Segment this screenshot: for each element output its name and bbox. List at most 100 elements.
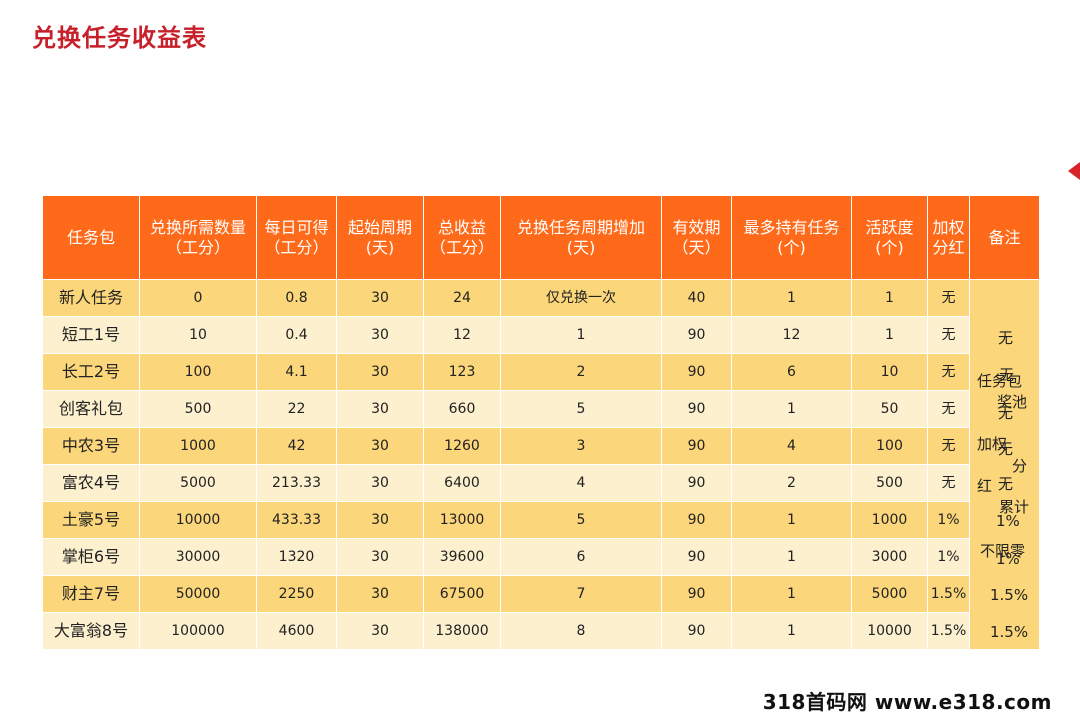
cell-activity: 1 xyxy=(851,279,928,317)
remark-text: 无 xyxy=(998,329,1014,347)
remark-text: 加权 xyxy=(977,435,1008,453)
col-header-max-hold: 最多持有任务(个) xyxy=(731,195,852,280)
cell-activity: 10000 xyxy=(851,612,928,650)
cell-bonus: 无 xyxy=(927,427,970,465)
cell-bonus: 1% xyxy=(927,538,970,576)
col-header-bonus: 加权分红 xyxy=(927,195,970,280)
cell-cycle: 30 xyxy=(336,612,424,650)
remark-text: 1% xyxy=(996,512,1020,530)
col-header-total: 总收益（工分） xyxy=(423,195,501,280)
cell-bonus: 1.5% xyxy=(927,575,970,613)
cell-total: 138000 xyxy=(423,612,501,650)
cell-total: 660 xyxy=(423,390,501,428)
cell-increase: 6 xyxy=(500,538,662,576)
cell-activity: 500 xyxy=(851,464,928,502)
col-header-increase: 兑换任务周期增加(天) xyxy=(500,195,662,280)
cell-increase: 8 xyxy=(500,612,662,650)
table-header-row: 任务包 兑换所需数量（工分） 每日可得（工分） 起始周期(天) 总收益（工分） … xyxy=(42,195,1040,280)
cell-cost: 50000 xyxy=(139,575,257,613)
cell-cycle: 30 xyxy=(336,501,424,539)
table-row: 土豪5号 10000 433.33 30 13000 5 90 1 1000 1… xyxy=(42,501,1040,539)
table-row: 新人任务 0 0.8 30 24 仅兑换一次 40 1 1 无 无 无 任务包 … xyxy=(42,279,1040,650)
cell-cycle: 30 xyxy=(336,427,424,465)
table-row: 中农3号 1000 42 30 1260 3 90 4 100 无 xyxy=(42,427,1040,465)
remark-text: 1.5% xyxy=(990,623,1029,641)
cell-total: 12 xyxy=(423,316,501,354)
cell-daily: 0.4 xyxy=(256,316,337,354)
cell-name: 短工1号 xyxy=(42,316,140,354)
cell-total: 39600 xyxy=(423,538,501,576)
remark-text: 分 xyxy=(1012,457,1028,475)
cell-max-hold: 2 xyxy=(731,464,852,502)
col-header-activity: 活跃度(个) xyxy=(851,195,928,280)
cell-name: 中农3号 xyxy=(42,427,140,465)
cell-name: 大富翁8号 xyxy=(42,612,140,650)
cell-cost: 500 xyxy=(139,390,257,428)
cell-total: 1260 xyxy=(423,427,501,465)
table-row: 财主7号 50000 2250 30 67500 7 90 1 5000 1.5… xyxy=(42,575,1040,613)
remark-text: 不限零 xyxy=(980,542,1026,560)
remark-text: 无 xyxy=(999,366,1015,384)
col-header-cycle: 起始周期(天) xyxy=(336,195,424,280)
cell-cost: 100000 xyxy=(139,612,257,650)
cell-valid: 90 xyxy=(661,464,732,502)
remark-text: 累计 xyxy=(999,498,1030,516)
corner-triangle-icon xyxy=(1068,162,1080,180)
cell-cost: 5000 xyxy=(139,464,257,502)
cell-daily: 4600 xyxy=(256,612,337,650)
cell-valid: 90 xyxy=(661,501,732,539)
col-header-valid: 有效期（天） xyxy=(661,195,732,280)
page-title: 兑换任务收益表 xyxy=(32,24,207,52)
cell-activity: 1000 xyxy=(851,501,928,539)
cell-valid: 40 xyxy=(661,279,732,317)
cell-total: 13000 xyxy=(423,501,501,539)
cell-bonus: 无 xyxy=(927,353,970,391)
remark-text: 1% xyxy=(996,550,1020,568)
cell-increase: 5 xyxy=(500,501,662,539)
cell-cycle: 30 xyxy=(336,316,424,354)
cell-cycle: 30 xyxy=(336,279,424,317)
table-row: 短工1号 10 0.4 30 12 1 90 12 1 无 xyxy=(42,316,1040,354)
cell-increase: 7 xyxy=(500,575,662,613)
remark-text: 奖池 xyxy=(997,393,1028,411)
cell-increase: 1 xyxy=(500,316,662,354)
cell-bonus: 无 xyxy=(927,316,970,354)
cell-increase: 仅兑换一次 xyxy=(500,279,662,317)
remark-text: 1.5% xyxy=(990,586,1029,604)
cell-max-hold: 6 xyxy=(731,353,852,391)
col-header-cost: 兑换所需数量（工分） xyxy=(139,195,257,280)
cell-total: 123 xyxy=(423,353,501,391)
cell-max-hold: 1 xyxy=(731,501,852,539)
cell-max-hold: 4 xyxy=(731,427,852,465)
cell-max-hold: 1 xyxy=(731,612,852,650)
remark-text: 无 xyxy=(998,404,1014,422)
cell-daily: 42 xyxy=(256,427,337,465)
cell-bonus: 无 xyxy=(927,464,970,502)
cell-daily: 0.8 xyxy=(256,279,337,317)
cell-activity: 50 xyxy=(851,390,928,428)
cell-bonus: 无 xyxy=(927,390,970,428)
remark-text: 红 xyxy=(977,477,993,495)
cell-bonus: 1.5% xyxy=(927,612,970,650)
cell-valid: 90 xyxy=(661,612,732,650)
cell-activity: 3000 xyxy=(851,538,928,576)
col-header-remarks: 备注 xyxy=(969,195,1040,280)
cell-activity: 1 xyxy=(851,316,928,354)
cell-total: 6400 xyxy=(423,464,501,502)
cell-total: 24 xyxy=(423,279,501,317)
cell-valid: 90 xyxy=(661,353,732,391)
cell-max-hold: 1 xyxy=(731,575,852,613)
income-table: 任务包 兑换所需数量（工分） 每日可得（工分） 起始周期(天) 总收益（工分） … xyxy=(42,195,1040,650)
cell-cost: 0 xyxy=(139,279,257,317)
table-row: 创客礼包 500 22 30 660 5 90 1 50 无 xyxy=(42,390,1040,428)
cell-cycle: 30 xyxy=(336,390,424,428)
cell-total: 67500 xyxy=(423,575,501,613)
site-watermark: 318首码网 www.e318.com xyxy=(762,690,1052,714)
cell-cost: 30000 xyxy=(139,538,257,576)
cell-name: 创客礼包 xyxy=(42,390,140,428)
cell-cycle: 30 xyxy=(336,538,424,576)
table-row: 掌柜6号 30000 1320 30 39600 6 90 1 3000 1% xyxy=(42,538,1040,576)
cell-increase: 4 xyxy=(500,464,662,502)
cell-valid: 90 xyxy=(661,390,732,428)
table-row: 富农4号 5000 213.33 30 6400 4 90 2 500 无 xyxy=(42,464,1040,502)
